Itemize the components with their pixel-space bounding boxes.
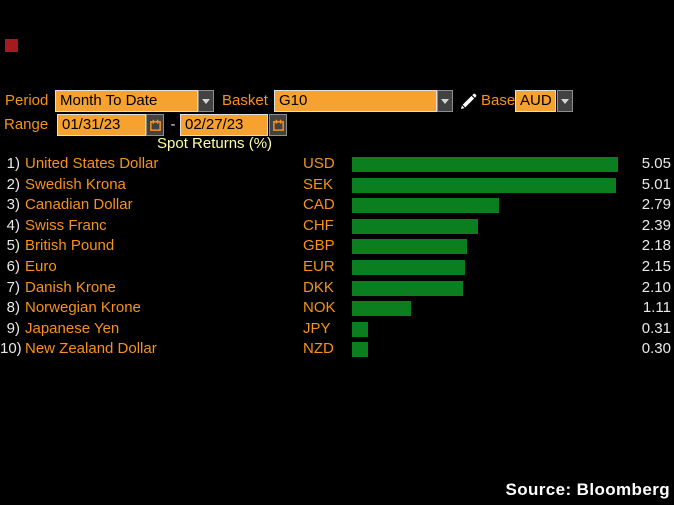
row-rank: 2)	[6, 175, 20, 193]
row-bar	[352, 342, 368, 358]
row-code: SEK	[303, 175, 334, 193]
range-start-calendar-button[interactable]	[146, 114, 164, 136]
row-code: CAD	[303, 196, 335, 214]
calendar-icon	[272, 119, 284, 131]
edit-basket-button[interactable]	[457, 91, 479, 111]
row-name: United States Dollar	[25, 155, 159, 172]
row-rank: 5)	[6, 237, 20, 255]
chart-row: 3) Canadian Dollar CAD 2.79	[0, 195, 674, 216]
controls-row-1: Period Month To Date Basket G10 Base AUD	[0, 90, 674, 112]
basket-dropdown-button[interactable]	[437, 90, 453, 112]
chart-title: Spot Returns (%)	[157, 135, 273, 152]
chart-row: 6) Euro EUR 2.15	[0, 257, 674, 278]
row-code: DKK	[303, 278, 334, 296]
row-code: NZD	[303, 340, 334, 358]
row-code: CHF	[303, 216, 334, 234]
row-bar	[352, 280, 463, 296]
red-square-marker	[5, 39, 18, 52]
row-name: British Pound	[25, 237, 115, 255]
row-rank: 7)	[6, 278, 20, 296]
chart-row: 4) Swiss Franc CHF 2.39	[0, 216, 674, 237]
row-value: 2.15	[641, 257, 671, 275]
base-label: Base	[481, 92, 516, 109]
row-code: USD	[303, 155, 335, 172]
row-code: JPY	[303, 319, 331, 337]
row-value: 2.18	[641, 237, 671, 255]
row-value: 2.39	[641, 216, 671, 234]
row-rank: 8)	[6, 299, 20, 317]
calendar-icon	[149, 119, 161, 131]
row-rank: 3)	[6, 196, 20, 214]
row-name: Euro	[25, 257, 57, 275]
chart-row: 9) Japanese Yen JPY 0.31	[0, 319, 674, 340]
row-bar	[352, 239, 467, 255]
chevron-down-icon	[561, 98, 569, 104]
base-dropdown-button[interactable]	[557, 90, 573, 112]
period-label: Period	[5, 92, 49, 109]
row-bar	[352, 177, 616, 193]
row-value: 5.01	[641, 175, 671, 193]
row-bar	[352, 259, 466, 275]
row-rank: 10)	[0, 340, 22, 358]
chart-row: 2) Swedish Krona SEK 5.01	[0, 175, 674, 196]
chart-row: 8) Norwegian Krone NOK 1.11	[0, 298, 674, 319]
row-value: 2.79	[641, 196, 671, 214]
chevron-down-icon	[441, 98, 449, 104]
basket-label: Basket	[222, 92, 268, 109]
chart-rows: 1) United States Dollar USD 5.05 2) Swed…	[0, 154, 674, 360]
chart-row: 5) British Pound GBP 2.18	[0, 236, 674, 257]
range-label: Range	[4, 116, 49, 133]
row-code: NOK	[303, 299, 336, 317]
row-rank: 4)	[6, 216, 20, 234]
base-field[interactable]: AUD	[515, 90, 556, 112]
row-value: 1.11	[642, 299, 671, 317]
basket-field[interactable]: G10	[274, 90, 437, 112]
row-name: New Zealand Dollar	[25, 340, 157, 358]
range-start-field[interactable]: 01/31/23	[57, 114, 146, 136]
controls-row-2: Range 01/31/23 - 02/27/23	[0, 114, 674, 136]
pencil-icon	[460, 93, 476, 109]
row-code: EUR	[303, 257, 335, 275]
chevron-down-icon	[202, 98, 210, 104]
chart-row: 1) United States Dollar USD 5.05	[0, 154, 674, 175]
source-attribution: Source: Bloomberg	[505, 480, 670, 499]
row-name: Swiss Franc	[25, 216, 107, 234]
row-value: 0.31	[641, 319, 671, 337]
row-value: 5.05	[641, 155, 671, 172]
row-value: 2.10	[641, 278, 671, 296]
row-rank: 1)	[6, 155, 20, 172]
row-bar	[352, 198, 499, 214]
row-rank: 6)	[6, 257, 20, 275]
row-name: Canadian Dollar	[25, 196, 133, 214]
range-end-field[interactable]: 02/27/23	[180, 114, 268, 136]
period-field[interactable]: Month To Date	[55, 90, 198, 112]
row-bar	[352, 218, 478, 234]
row-name: Swedish Krona	[25, 175, 126, 193]
row-bar	[352, 301, 411, 317]
row-value: 0.30	[641, 340, 671, 358]
row-bar	[352, 157, 619, 172]
row-rank: 9)	[6, 319, 20, 337]
row-name: Danish Krone	[25, 278, 116, 296]
row-code: GBP	[303, 237, 335, 255]
chart-row: 10) New Zealand Dollar NZD 0.30	[0, 339, 674, 360]
row-bar	[352, 321, 369, 337]
range-separator: -	[170, 116, 176, 133]
chart-row: 7) Danish Krone DKK 2.10	[0, 278, 674, 299]
range-end-calendar-button[interactable]	[269, 114, 287, 136]
period-dropdown-button[interactable]	[198, 90, 214, 112]
row-name: Japanese Yen	[25, 319, 120, 337]
row-name: Norwegian Krone	[25, 299, 141, 317]
